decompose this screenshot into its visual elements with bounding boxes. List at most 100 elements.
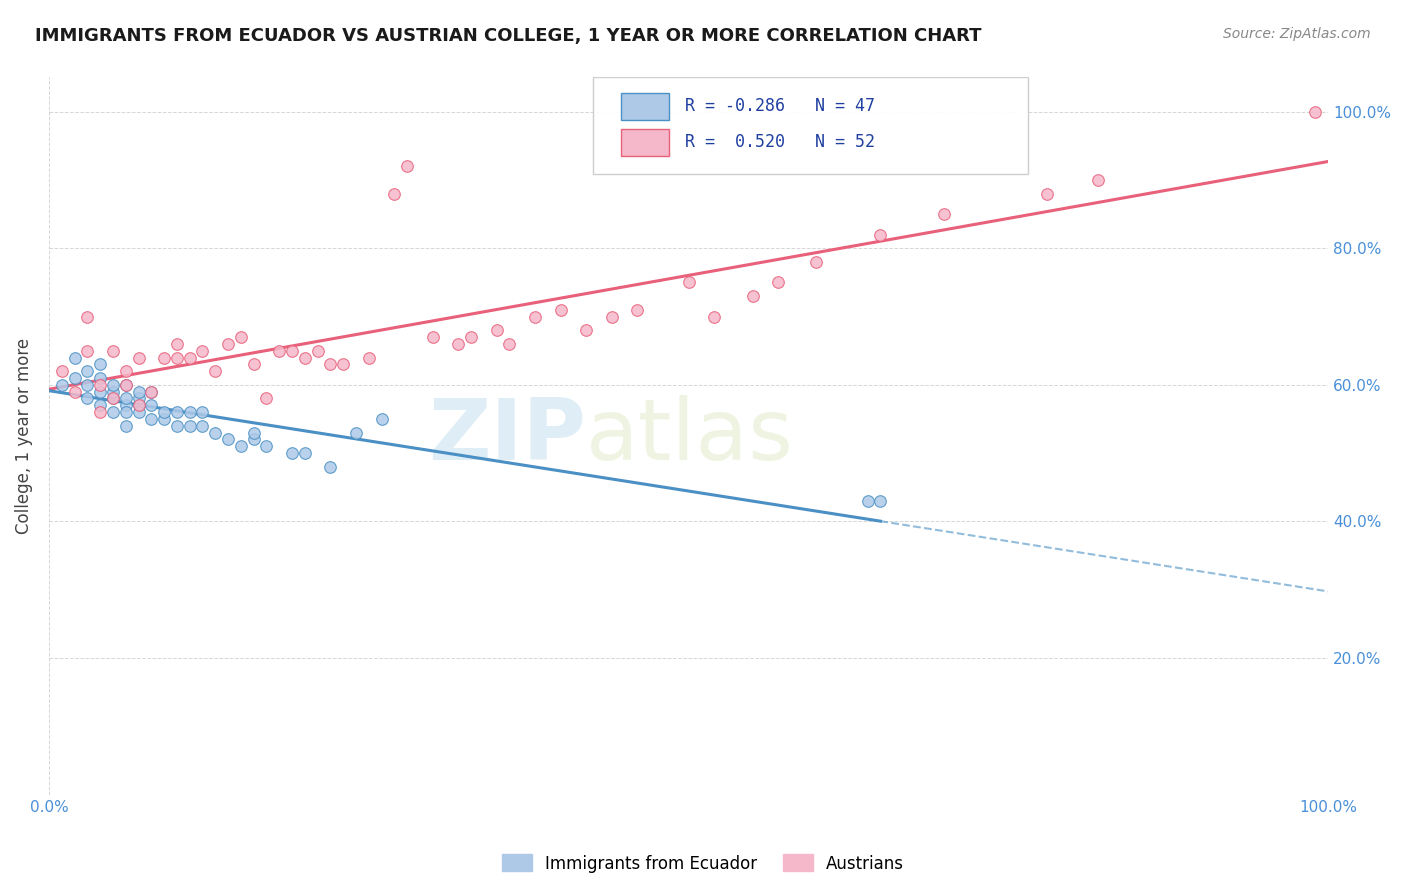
Point [319,357,342,371]
Point [166,351,188,365]
Point [806,255,828,269]
Point [51,364,73,378]
Point [128,392,150,406]
Point [76,364,98,378]
Point [1035,186,1057,201]
Text: IMMIGRANTS FROM ECUADOR VS AUSTRIAN COLLEGE, 1 YEAR OR MORE CORRELATION CHART: IMMIGRANTS FROM ECUADOR VS AUSTRIAN COLL… [35,27,981,45]
Point [294,446,316,460]
Point [204,425,226,440]
Point [89,405,111,419]
Point [76,377,98,392]
Legend: Immigrants from Ecuador, Austrians: Immigrants from Ecuador, Austrians [495,847,911,880]
Point [460,330,482,344]
Point [89,371,111,385]
Point [76,343,98,358]
Point [626,302,648,317]
Y-axis label: College, 1 year or more: College, 1 year or more [15,338,32,534]
Point [382,186,405,201]
Point [550,302,572,317]
Point [204,364,226,378]
Point [191,343,214,358]
Point [1305,104,1327,119]
Point [101,392,124,406]
Point [101,377,124,392]
Point [166,336,188,351]
Point [141,384,163,399]
FancyBboxPatch shape [621,94,669,120]
Point [166,418,188,433]
Point [217,336,239,351]
Point [307,343,329,358]
Point [294,351,316,365]
Point [869,494,891,508]
Point [141,412,163,426]
Point [191,405,214,419]
Point [1087,173,1109,187]
Point [128,398,150,412]
Point [332,357,354,371]
Point [766,276,789,290]
Point [191,418,214,433]
Text: R = -0.286   N = 47: R = -0.286 N = 47 [685,97,875,115]
FancyBboxPatch shape [592,78,1028,174]
Point [485,323,508,337]
Point [166,405,188,419]
Point [114,418,136,433]
Point [76,392,98,406]
Point [269,343,291,358]
Point [254,439,277,453]
Text: atlas: atlas [586,394,794,477]
Point [281,343,304,358]
Point [114,405,136,419]
Point [498,336,520,351]
Point [242,357,264,371]
Point [128,398,150,412]
Point [357,351,380,365]
Point [153,405,176,419]
Point [856,494,879,508]
Text: ZIP: ZIP [429,394,586,477]
Point [114,398,136,412]
Point [422,330,444,344]
Point [153,351,176,365]
Point [344,425,367,440]
Point [229,439,252,453]
Point [217,433,239,447]
Point [575,323,598,337]
Point [101,343,124,358]
Point [703,310,725,324]
Point [63,371,86,385]
Point [76,310,98,324]
Point [101,384,124,399]
Point [179,405,201,419]
Point [63,351,86,365]
Point [741,289,763,303]
Point [524,310,547,324]
Point [128,384,150,399]
Point [51,377,73,392]
Text: R =  0.520   N = 52: R = 0.520 N = 52 [685,133,875,151]
Point [281,446,304,460]
Point [254,392,277,406]
Point [319,459,342,474]
Point [89,357,111,371]
Point [101,405,124,419]
FancyBboxPatch shape [621,129,669,156]
Point [114,377,136,392]
Point [63,384,86,399]
Point [89,377,111,392]
Point [179,418,201,433]
Point [128,351,150,365]
Point [153,412,176,426]
Point [242,433,264,447]
Point [89,384,111,399]
Point [242,425,264,440]
Point [114,392,136,406]
Point [600,310,623,324]
Point [678,276,700,290]
Point [370,412,392,426]
Point [396,159,419,173]
Point [141,398,163,412]
Point [179,351,201,365]
Point [141,384,163,399]
